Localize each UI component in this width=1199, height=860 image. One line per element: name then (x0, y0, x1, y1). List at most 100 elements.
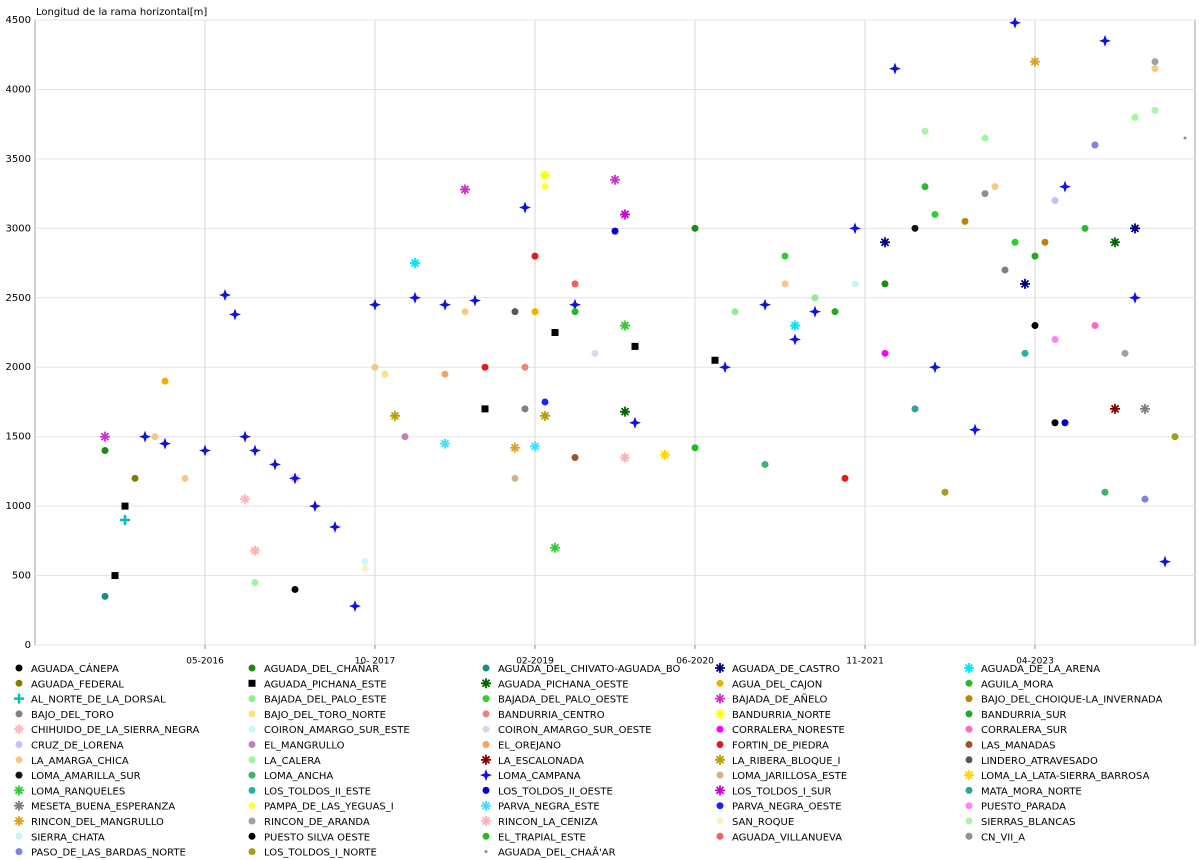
point (571, 280, 579, 288)
legend-label: COIRON_AMARGO_SUR_ESTE (264, 725, 410, 736)
point (181, 474, 189, 482)
marker (715, 693, 725, 704)
point (519, 201, 531, 214)
legend-label: LOS_TOLDOS_II_ESTE (264, 786, 371, 797)
legend-label: BANDURRIA_NORTE (732, 710, 831, 721)
y-tick-label: 2000 (6, 362, 31, 373)
marker (248, 695, 256, 703)
marker (248, 771, 256, 779)
series (620, 237, 1120, 417)
series (911, 405, 919, 413)
marker (482, 710, 490, 718)
point (511, 474, 519, 482)
point (240, 494, 250, 505)
point (569, 298, 581, 311)
legend-label: CORRALERA_SUR (981, 725, 1067, 736)
point (691, 444, 699, 452)
series (911, 224, 919, 232)
point (1001, 266, 1009, 274)
legend-label: LOS_TOLDOS_II_OESTE (498, 786, 613, 797)
point (811, 294, 819, 302)
marker (248, 817, 256, 825)
series (161, 308, 539, 385)
marker (248, 848, 256, 856)
series (620, 209, 630, 220)
marker (965, 756, 973, 764)
series (1091, 322, 1099, 330)
legend-label: CORRALERA_NORESTE (732, 725, 845, 736)
point (161, 377, 169, 385)
series (361, 558, 369, 566)
point (289, 472, 301, 485)
marker (965, 725, 973, 733)
marker (965, 679, 973, 687)
series (481, 252, 849, 482)
y-tick-label: 1500 (6, 432, 31, 443)
point (511, 308, 519, 316)
point (1131, 113, 1139, 121)
marker (715, 708, 725, 719)
legend-label: LA_AMARGA_CHICA (31, 756, 129, 767)
point (1151, 58, 1159, 66)
series (1021, 349, 1029, 357)
marker (15, 679, 23, 687)
legend-label: LOMA_AMARILLA_SUR (31, 771, 141, 782)
legend-label: AGUADA_PICHANA_OESTE (498, 679, 629, 690)
point (131, 474, 139, 482)
point (591, 349, 599, 357)
point (931, 210, 939, 218)
legend-label: PUESTO SILVA OESTE (264, 832, 370, 843)
series (361, 565, 369, 573)
point (390, 410, 400, 421)
point (100, 431, 110, 442)
point (199, 444, 211, 457)
marker (248, 802, 256, 810)
legend-label: PARVA_NEGRA_ESTE (498, 802, 600, 813)
marker (15, 771, 23, 779)
point (1091, 322, 1099, 330)
marker (965, 832, 973, 840)
point (250, 545, 260, 556)
point (841, 474, 849, 482)
series (521, 363, 529, 371)
point (239, 430, 251, 443)
legend-label: LOMA_CAMPANA (498, 771, 581, 782)
marker (715, 754, 725, 765)
legend-label: AGUADA_DEL_CHAÑAR (264, 662, 379, 675)
series (541, 183, 549, 191)
point (831, 308, 839, 316)
point (349, 600, 361, 613)
point (1051, 419, 1059, 427)
legend-label: LAS_MANADAS (981, 741, 1056, 752)
point (1099, 34, 1111, 47)
point (361, 558, 369, 566)
point (1151, 106, 1159, 114)
marker (15, 664, 23, 672)
legend-label: LA_RIBERA_BLOQUE_I (732, 756, 841, 767)
point (1009, 16, 1021, 29)
point (921, 127, 929, 135)
point (120, 515, 130, 525)
y-tick-label: 3000 (6, 223, 31, 234)
series (1110, 403, 1120, 414)
legend-label: EL_TRAPIAL_ESTE (498, 832, 586, 843)
series (381, 370, 389, 378)
marker (965, 710, 973, 718)
series (101, 224, 889, 455)
marker (248, 679, 256, 687)
legend-label: LOMA_ANCHA (264, 771, 333, 782)
point (1101, 488, 1109, 496)
point (409, 291, 421, 304)
marker (14, 693, 24, 704)
legend-label: LA_CALERA (264, 756, 321, 767)
marker (248, 786, 256, 794)
legend-label: BANDURRIA_SUR (981, 710, 1067, 721)
legend-label: BAJO_DEL_TORO_NORTE (264, 710, 386, 721)
point (731, 308, 739, 316)
marker (482, 695, 490, 703)
marker (716, 771, 724, 779)
x-tick-label: 02-2019 (516, 657, 554, 667)
point (481, 405, 489, 413)
point (361, 565, 369, 573)
